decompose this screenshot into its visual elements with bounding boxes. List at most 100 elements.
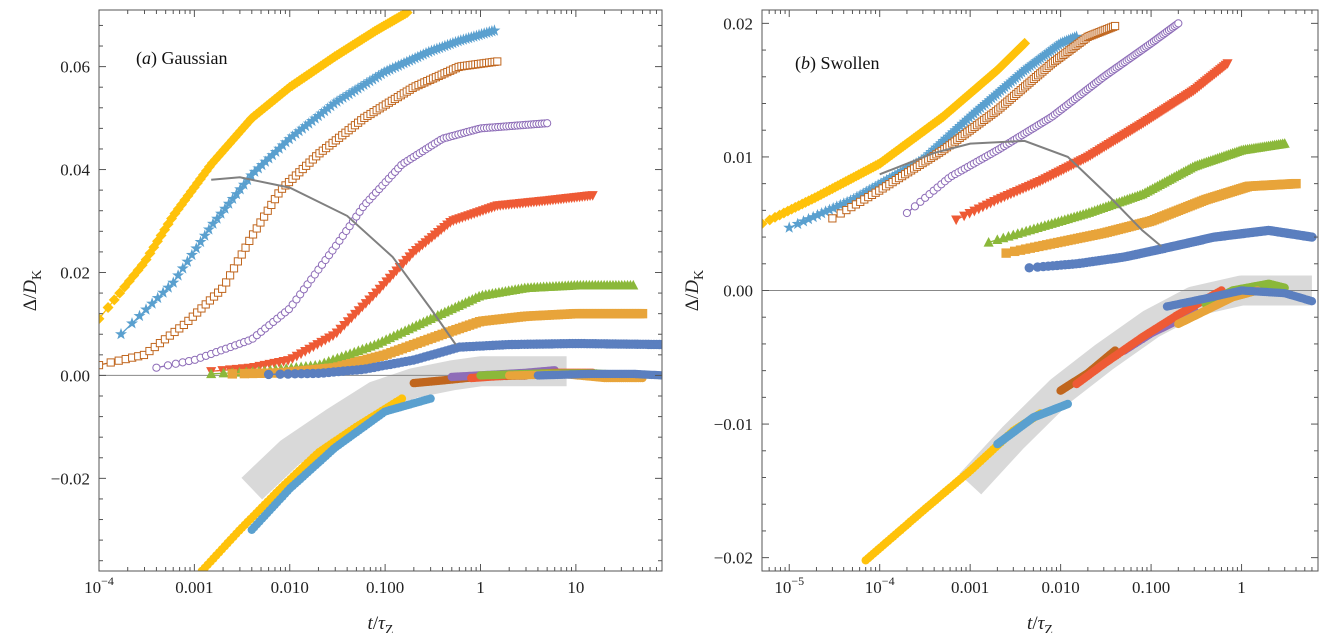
y-tick-label: −0.02 <box>714 549 753 568</box>
data-point <box>218 367 229 378</box>
data-point <box>841 195 854 208</box>
data-point <box>152 363 161 372</box>
data-point <box>237 178 250 190</box>
data-point <box>283 132 296 145</box>
data-point <box>902 208 912 218</box>
data-point <box>857 187 870 199</box>
data-point <box>891 167 904 179</box>
data-point <box>340 89 352 101</box>
data-point <box>146 297 159 309</box>
data-point <box>346 85 359 98</box>
data-point <box>206 368 217 379</box>
data-point <box>854 189 866 201</box>
data-point <box>233 257 242 266</box>
y-axis-label: Δ/DK <box>682 270 707 311</box>
data-point <box>296 122 309 134</box>
data-point <box>188 312 197 321</box>
data-point <box>224 138 235 149</box>
series-5 <box>206 191 598 377</box>
data-point <box>1001 248 1011 258</box>
data-point <box>279 136 292 148</box>
panel-label: (b) Swollen <box>795 53 880 74</box>
x-tick-label: 1 <box>1237 578 1246 597</box>
data-point <box>823 203 836 215</box>
data-point <box>880 173 893 186</box>
data-point <box>762 218 768 230</box>
data-point <box>184 316 193 325</box>
data-point <box>869 180 882 192</box>
data-point <box>126 317 138 329</box>
y-tick-label: 0.04 <box>60 161 90 180</box>
data-point <box>102 302 114 313</box>
x-tick-label: 10−4 <box>865 574 895 597</box>
data-point <box>807 210 820 223</box>
data-point <box>493 57 502 66</box>
data-point <box>194 235 207 248</box>
data-point <box>343 87 356 100</box>
data-point <box>847 192 860 205</box>
data-point <box>230 187 243 200</box>
data-point <box>232 128 244 140</box>
data-point <box>837 197 850 209</box>
data-point <box>171 359 180 368</box>
data-point <box>152 235 163 247</box>
collapsed-series-2 <box>247 394 435 534</box>
data-point <box>176 199 188 211</box>
x-tick-label: 10−5 <box>774 574 804 597</box>
data-point <box>148 241 160 253</box>
series-3 <box>99 57 502 370</box>
data-point <box>872 178 885 191</box>
data-point <box>381 64 394 76</box>
data-point <box>162 218 174 230</box>
series-4 <box>152 119 552 372</box>
data-point <box>875 177 887 189</box>
data-point <box>176 262 189 274</box>
data-point <box>219 202 231 214</box>
data-point <box>106 358 115 367</box>
data-point <box>239 368 250 379</box>
collapsed-series-2 <box>993 399 1073 449</box>
data-point <box>215 147 227 159</box>
data-point <box>229 131 241 143</box>
data-point <box>844 194 857 206</box>
y-tick-label: 0.01 <box>723 148 753 167</box>
data-point <box>202 223 215 235</box>
data-point <box>543 119 552 128</box>
data-point <box>1174 19 1183 28</box>
data-point <box>286 130 299 142</box>
x-tick-label: 0.010 <box>271 578 309 597</box>
data-point <box>108 294 120 306</box>
collapsed-series-8 <box>1162 286 1317 311</box>
data-point <box>226 192 239 204</box>
data-point <box>248 165 261 177</box>
data-point <box>259 155 272 167</box>
data-point <box>815 207 828 219</box>
data-point <box>860 185 873 197</box>
data-point <box>383 63 396 75</box>
data-point <box>197 169 209 181</box>
data-point <box>211 212 224 224</box>
data-point <box>114 356 123 365</box>
data-point <box>782 205 794 217</box>
x-tick-label: 0.100 <box>366 578 404 597</box>
data-point <box>357 78 370 90</box>
data-point <box>226 271 235 280</box>
y-axis-label: Δ/DK <box>20 270 45 311</box>
data-point <box>218 144 230 156</box>
collapsed-series-8 <box>533 369 662 380</box>
data-point <box>215 207 227 219</box>
collapsed-point <box>397 394 407 403</box>
data-point <box>488 24 501 36</box>
data-point <box>883 172 896 184</box>
series-2 <box>115 24 501 340</box>
y-tick-label: 0.06 <box>60 58 90 77</box>
data-point <box>163 361 173 370</box>
data-point <box>334 93 346 105</box>
data-point <box>420 46 432 59</box>
data-point <box>1070 30 1083 42</box>
data-point <box>331 95 343 107</box>
x-tick-label: 0.001 <box>951 578 989 597</box>
data-point <box>227 369 238 379</box>
data-point <box>1279 138 1290 148</box>
data-point <box>203 161 215 173</box>
